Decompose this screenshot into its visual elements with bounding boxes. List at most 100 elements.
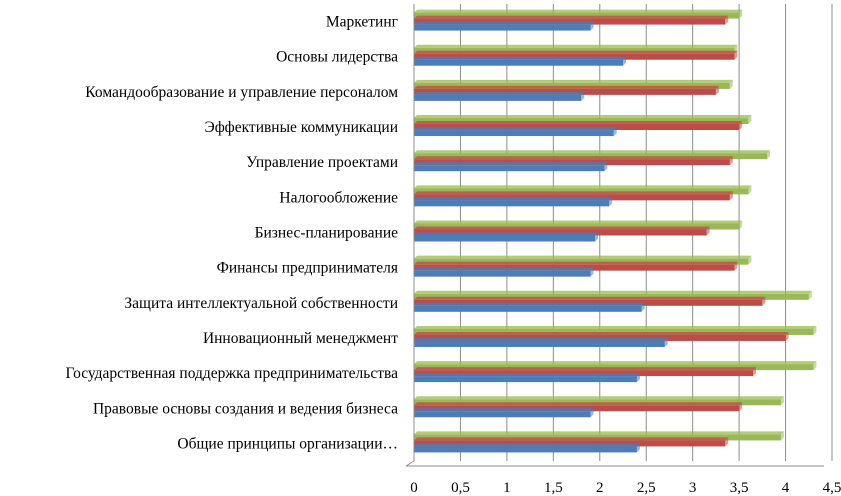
- category-label: Эффективные коммуникации: [204, 119, 398, 136]
- x-tick-label: 3,5: [730, 480, 749, 496]
- bar-side: [590, 21, 594, 31]
- bar-depth: [414, 408, 594, 412]
- bar-depth: [414, 79, 733, 83]
- axes: [405, 4, 824, 467]
- bar-side: [813, 325, 817, 335]
- bar-depth: [414, 15, 729, 19]
- category-label: Инновационный менеджмент: [203, 330, 398, 347]
- bar-side: [785, 331, 789, 341]
- category-label: Правовые основы создания и ведения бизне…: [93, 400, 398, 417]
- bar-side: [813, 361, 817, 371]
- x-tick-label: 2,5: [637, 480, 656, 496]
- x-tick-label: 1,5: [544, 480, 563, 496]
- bar: [414, 411, 591, 418]
- bar: [414, 130, 614, 137]
- bar-depth: [414, 267, 594, 271]
- bar-depth: [414, 56, 626, 60]
- bar: [414, 270, 591, 277]
- bar-side: [595, 232, 599, 242]
- bar-side: [729, 156, 733, 166]
- bar-side: [748, 185, 752, 195]
- bar-side: [780, 396, 784, 406]
- bar-side: [762, 296, 766, 306]
- bar-depth: [414, 121, 743, 125]
- bar-depth: [414, 197, 613, 201]
- bar: [414, 305, 642, 312]
- bar-depth: [414, 115, 752, 119]
- bar-side: [808, 290, 812, 300]
- bar-depth: [414, 396, 784, 400]
- bar-side: [590, 267, 594, 277]
- category-label: Налогообложение: [279, 189, 398, 206]
- bar-depth: [414, 296, 766, 300]
- bar-depth: [414, 325, 817, 329]
- bar-depth: [414, 9, 743, 13]
- bar-side: [739, 220, 743, 230]
- bar-depth: [414, 255, 752, 259]
- bar: [414, 376, 637, 383]
- bar-side: [609, 197, 613, 207]
- category-label: Защита интеллектуальной собственности: [124, 295, 398, 312]
- bar-depth: [414, 443, 640, 447]
- bar-side: [725, 437, 729, 447]
- bar-side: [734, 50, 738, 60]
- bar: [414, 124, 740, 131]
- bar-side: [780, 431, 784, 441]
- bar-side: [613, 127, 617, 137]
- x-tick-labels: 0 0,5 1 1,5 2 2,5 3 3,5 4 4,5: [410, 480, 841, 496]
- bar-depth: [414, 226, 710, 230]
- bar-side: [664, 337, 668, 347]
- bar: [414, 340, 665, 347]
- x-tick-label: 2: [596, 480, 604, 496]
- bar-side: [604, 162, 608, 172]
- category-label: Финансы предпринимателя: [217, 260, 398, 277]
- axis-corner: [405, 460, 415, 467]
- bar: [414, 446, 637, 453]
- bar-depth: [414, 361, 817, 365]
- bar-side: [729, 191, 733, 201]
- bar-side: [725, 15, 729, 25]
- bar-side: [715, 85, 719, 95]
- bar-depth: [414, 44, 738, 48]
- bar-side: [636, 443, 640, 453]
- bar-side: [590, 408, 594, 418]
- bar-side: [636, 373, 640, 383]
- bar-depth: [414, 402, 743, 406]
- bars: [414, 9, 817, 453]
- x-tick-label: 0: [410, 480, 418, 496]
- x-tick-label: 1: [503, 480, 511, 496]
- bar-depth: [414, 191, 733, 195]
- bar-side: [748, 255, 752, 265]
- bar-depth: [414, 337, 668, 341]
- bar: [414, 24, 591, 31]
- bar: [414, 200, 610, 207]
- bar-side: [623, 56, 626, 66]
- bar-side: [739, 9, 743, 19]
- bar-depth: [414, 232, 599, 236]
- bar-depth: [414, 91, 585, 95]
- category-label: Маркетинг: [326, 14, 398, 31]
- bar-depth: [414, 331, 789, 335]
- bar-side: [734, 261, 738, 271]
- bar: [414, 235, 596, 242]
- bar-side: [729, 79, 733, 89]
- x-tick-label: 4: [782, 480, 790, 496]
- category-labels: Маркетинг Основы лидерства Командообразова…: [65, 14, 398, 453]
- bar-depth: [414, 367, 757, 371]
- category-label: Бизнес-планирование: [255, 225, 399, 242]
- bar-depth: [414, 21, 594, 25]
- bar-depth: [414, 220, 743, 224]
- bar-depth: [414, 85, 719, 89]
- bar-depth: [414, 431, 784, 435]
- bar-side: [739, 121, 743, 131]
- category-label: Общие принципы организации…: [177, 435, 398, 452]
- category-label: Командообразование и управление персонал…: [85, 84, 398, 101]
- bar-depth: [414, 290, 812, 294]
- x-tick-label: 4,5: [823, 480, 841, 496]
- bar-depth: [414, 185, 752, 189]
- bar: [414, 59, 623, 66]
- bar-side: [748, 115, 752, 125]
- x-tick-label: 3: [689, 480, 697, 496]
- bar-depth: [414, 373, 640, 377]
